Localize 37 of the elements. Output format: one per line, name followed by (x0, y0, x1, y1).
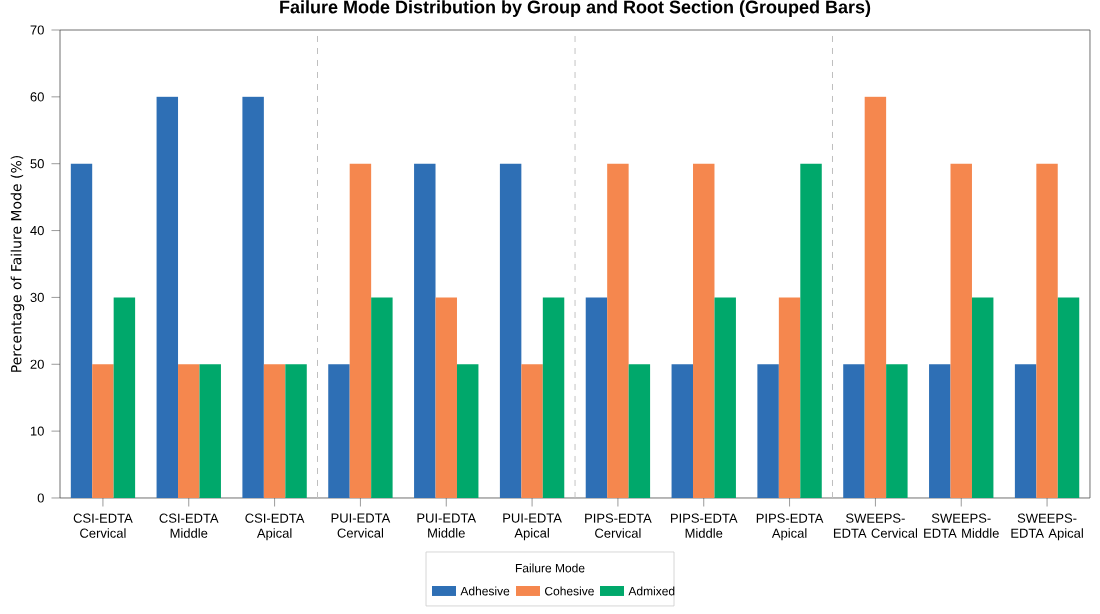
bar (328, 364, 350, 498)
bar (349, 163, 372, 498)
bar (542, 297, 565, 498)
bar (757, 364, 779, 498)
bar (1036, 163, 1058, 498)
bar (628, 364, 651, 498)
bar (585, 297, 608, 498)
bar (800, 163, 822, 498)
bar (607, 163, 629, 498)
bar (414, 163, 436, 498)
bar (671, 364, 694, 498)
bar (199, 364, 221, 498)
bar (693, 163, 715, 498)
bar (714, 297, 736, 498)
bar (971, 297, 994, 498)
bar (113, 297, 136, 498)
bar (156, 96, 179, 498)
bar (886, 364, 908, 498)
bar (70, 163, 93, 498)
bar (242, 96, 264, 498)
bar (1057, 297, 1080, 498)
bar (371, 297, 393, 498)
bar (263, 364, 286, 498)
bar (178, 364, 200, 498)
bar (521, 364, 543, 498)
bar (92, 364, 114, 498)
bar (929, 364, 951, 498)
bar (778, 297, 801, 498)
bar (950, 163, 972, 498)
chart-title: Failure Mode Distribution by Group and Root Section (Grouped Bars) (280, 0, 871, 17)
bar (864, 96, 887, 498)
bar (435, 297, 457, 498)
bar (843, 364, 865, 498)
bar (1014, 364, 1037, 498)
bar (456, 364, 479, 498)
bar (285, 364, 307, 498)
bar (499, 163, 522, 498)
